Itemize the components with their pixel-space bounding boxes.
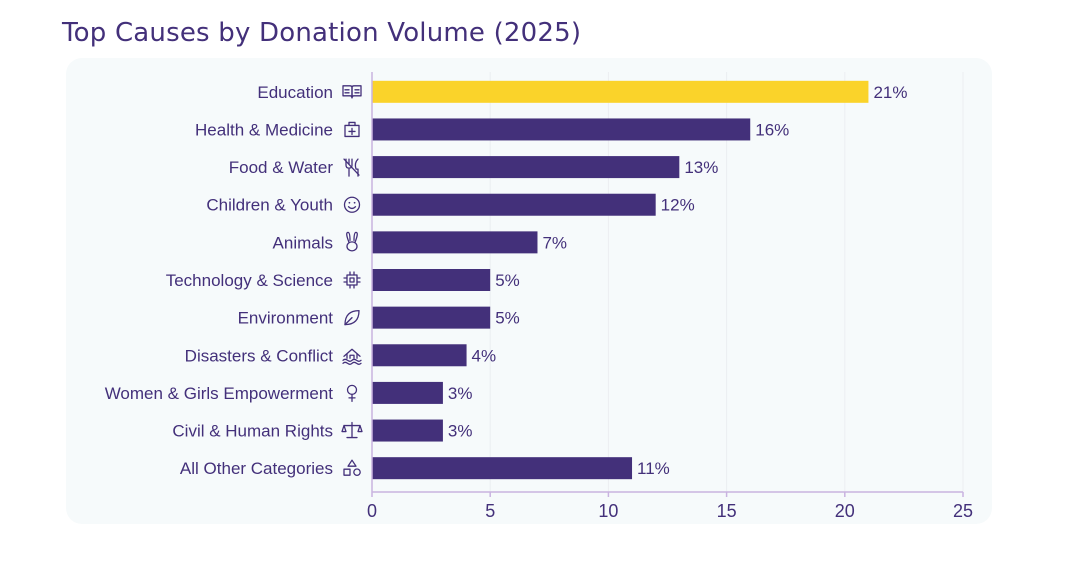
leaf-icon xyxy=(344,309,360,326)
value-label: 5% xyxy=(495,271,520,290)
value-label: 21% xyxy=(873,83,907,102)
bar-5 xyxy=(372,231,538,254)
value-label: 13% xyxy=(684,158,718,177)
category-label: Education xyxy=(257,83,333,102)
x-tick-label: 25 xyxy=(953,501,973,521)
category-label: Food & Water xyxy=(229,158,334,177)
category-label: Technology & Science xyxy=(166,271,333,290)
x-tick-label: 0 xyxy=(367,501,377,521)
microchip-icon xyxy=(343,271,361,289)
category-label: Animals xyxy=(273,233,333,252)
category-icons xyxy=(341,85,363,477)
value-label: 3% xyxy=(448,384,473,403)
bar-7 xyxy=(372,306,491,329)
bar-10 xyxy=(372,419,443,442)
category-label: Environment xyxy=(238,309,334,328)
value-label: 3% xyxy=(448,422,473,441)
smiley-face-icon xyxy=(343,196,361,213)
chart-title: Top Causes by Donation Volume (2025) xyxy=(62,18,582,48)
axes: 0 5 10 15 20 25 xyxy=(367,72,973,521)
category-label: Health & Medicine xyxy=(195,120,333,139)
bar-11 xyxy=(372,457,633,480)
category-label: All Other Categories xyxy=(180,459,333,478)
first-aid-kit-icon xyxy=(344,121,360,138)
value-labels: 21% 16% 13% 12% 7% 5% 5% 4% 3% 3% 11% xyxy=(448,83,908,478)
bar-4 xyxy=(372,193,656,216)
x-tick-label: 15 xyxy=(717,501,737,521)
open-book-icon xyxy=(342,85,362,99)
x-tick-label: 20 xyxy=(835,501,855,521)
scales-icon xyxy=(341,421,363,439)
x-tick-label: 10 xyxy=(598,501,618,521)
bar-2 xyxy=(372,118,751,141)
category-labels: Education Health & Medicine Food & Water Ch… xyxy=(105,83,334,478)
category-label: Women & Girls Empowerment xyxy=(105,384,334,403)
value-label: 16% xyxy=(755,120,789,139)
bar-1 xyxy=(372,80,869,103)
female-symbol-icon xyxy=(346,384,358,403)
category-label: Children & Youth xyxy=(206,196,333,215)
rabbit-icon xyxy=(346,231,358,252)
flooded-house-icon xyxy=(342,348,362,365)
bars xyxy=(372,80,869,480)
fork-knife-icon xyxy=(343,158,360,177)
category-label: Civil & Human Rights xyxy=(172,422,333,441)
x-tick-label: 5 xyxy=(485,501,495,521)
bar-3 xyxy=(372,156,680,179)
value-label: 12% xyxy=(661,196,695,215)
bar-8 xyxy=(372,344,467,367)
category-label: Disasters & Conflict xyxy=(185,346,334,365)
shapes-icon xyxy=(343,459,361,477)
value-label: 5% xyxy=(495,309,520,328)
value-label: 4% xyxy=(472,346,497,365)
value-label: 11% xyxy=(637,459,670,478)
bar-6 xyxy=(372,269,491,291)
bar-9 xyxy=(372,381,443,404)
value-label: 7% xyxy=(542,233,567,252)
